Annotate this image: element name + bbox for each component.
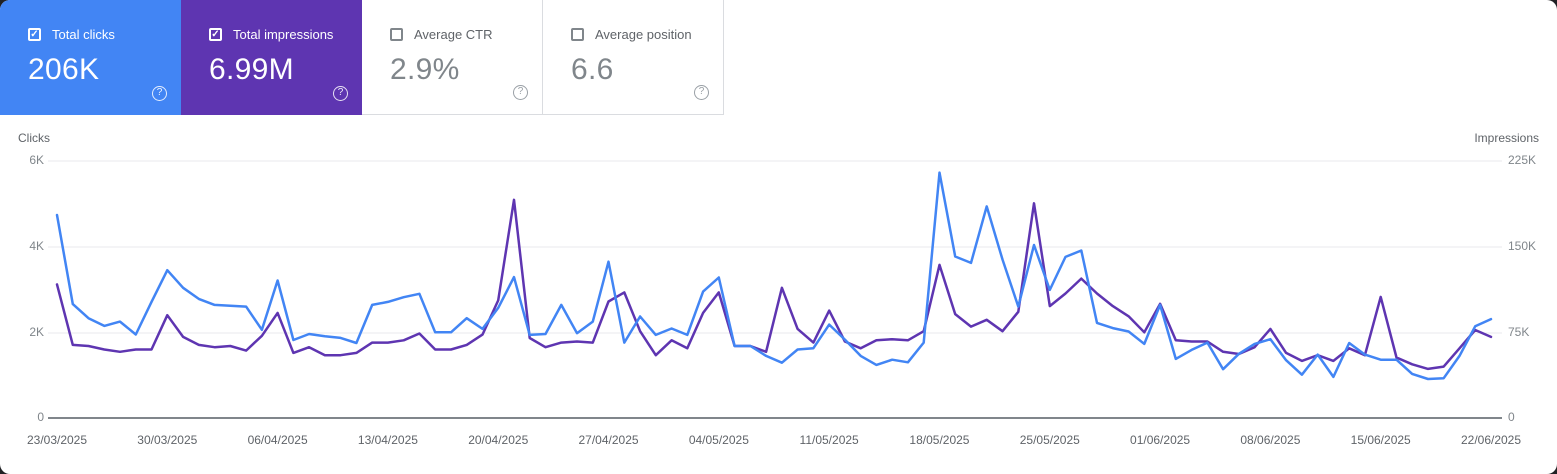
- date-label: 25/05/2025: [1019, 433, 1080, 447]
- date-label: 06/04/2025: [247, 433, 308, 447]
- date-label: 08/06/2025: [1240, 433, 1301, 447]
- total-clicks-value: 206K: [28, 53, 100, 86]
- total-impressions-card[interactable]: Total impressions 6.99M: [181, 0, 362, 115]
- average-ctr-header: Average CTR: [390, 27, 542, 42]
- average-ctr-checkbox[interactable]: [390, 28, 403, 41]
- average-position-checkbox[interactable]: [571, 28, 584, 41]
- average-ctr-label: Average CTR: [414, 27, 493, 42]
- total-impressions-label: Total impressions: [233, 27, 334, 42]
- right-axis-title: Impressions: [1474, 131, 1539, 145]
- date-label: 01/06/2025: [1130, 433, 1191, 447]
- date-label: 18/05/2025: [909, 433, 970, 447]
- date-label: 04/05/2025: [688, 433, 749, 447]
- axis-tick-label: 6K: [29, 153, 44, 167]
- date-label: 23/03/2025: [26, 433, 88, 447]
- help-icon[interactable]: [513, 85, 528, 100]
- chart-canvas: [48, 160, 1502, 419]
- date-label: 30/03/2025: [137, 433, 198, 447]
- help-icon[interactable]: [152, 86, 167, 101]
- date-label: 13/04/2025: [357, 433, 418, 447]
- axis-tick-label: 0: [1508, 410, 1515, 424]
- average-position-label: Average position: [595, 27, 692, 42]
- metric-cards-row: Total clicks 206K Total impressions 6.99…: [0, 0, 1557, 115]
- axis-tick-label: 4K: [29, 239, 44, 253]
- clicks-line: [55, 171, 1493, 381]
- axis-tick-label: 75K: [1508, 325, 1530, 339]
- total-clicks-checkbox[interactable]: [28, 28, 41, 41]
- average-ctr-value: 2.9%: [390, 53, 460, 86]
- axis-tick-label: 225K: [1508, 153, 1537, 167]
- axis-tick-label: 0: [37, 410, 44, 424]
- date-label: 11/05/2025: [799, 433, 859, 447]
- axis-tick-label: 150K: [1508, 239, 1537, 253]
- date-label: 20/04/2025: [468, 433, 529, 447]
- total-clicks-label: Total clicks: [52, 27, 115, 42]
- total-clicks-card[interactable]: Total clicks 206K: [0, 0, 181, 115]
- impressions-line: [55, 198, 1493, 371]
- average-position-card[interactable]: Average position 6.6: [543, 0, 724, 115]
- date-label: 22/06/2025: [1460, 433, 1522, 447]
- axis-tick-label: 2K: [29, 325, 44, 339]
- total-impressions-value: 6.99M: [209, 53, 294, 86]
- total-impressions-header: Total impressions: [209, 27, 362, 42]
- help-icon[interactable]: [333, 86, 348, 101]
- performance-time-chart[interactable]: Clicks Impressions 6K 4K 2K 0 225K 150K 75K 0 …: [0, 115, 1557, 474]
- left-axis-title: Clicks: [18, 131, 50, 145]
- date-label: 27/04/2025: [578, 433, 639, 447]
- help-icon[interactable]: [694, 85, 709, 100]
- average-position-header: Average position: [571, 27, 723, 42]
- average-ctr-card[interactable]: Average CTR 2.9%: [362, 0, 543, 115]
- total-impressions-checkbox[interactable]: [209, 28, 222, 41]
- total-clicks-header: Total clicks: [28, 27, 181, 42]
- average-position-value: 6.6: [571, 53, 614, 86]
- date-label: 15/06/2025: [1350, 433, 1411, 447]
